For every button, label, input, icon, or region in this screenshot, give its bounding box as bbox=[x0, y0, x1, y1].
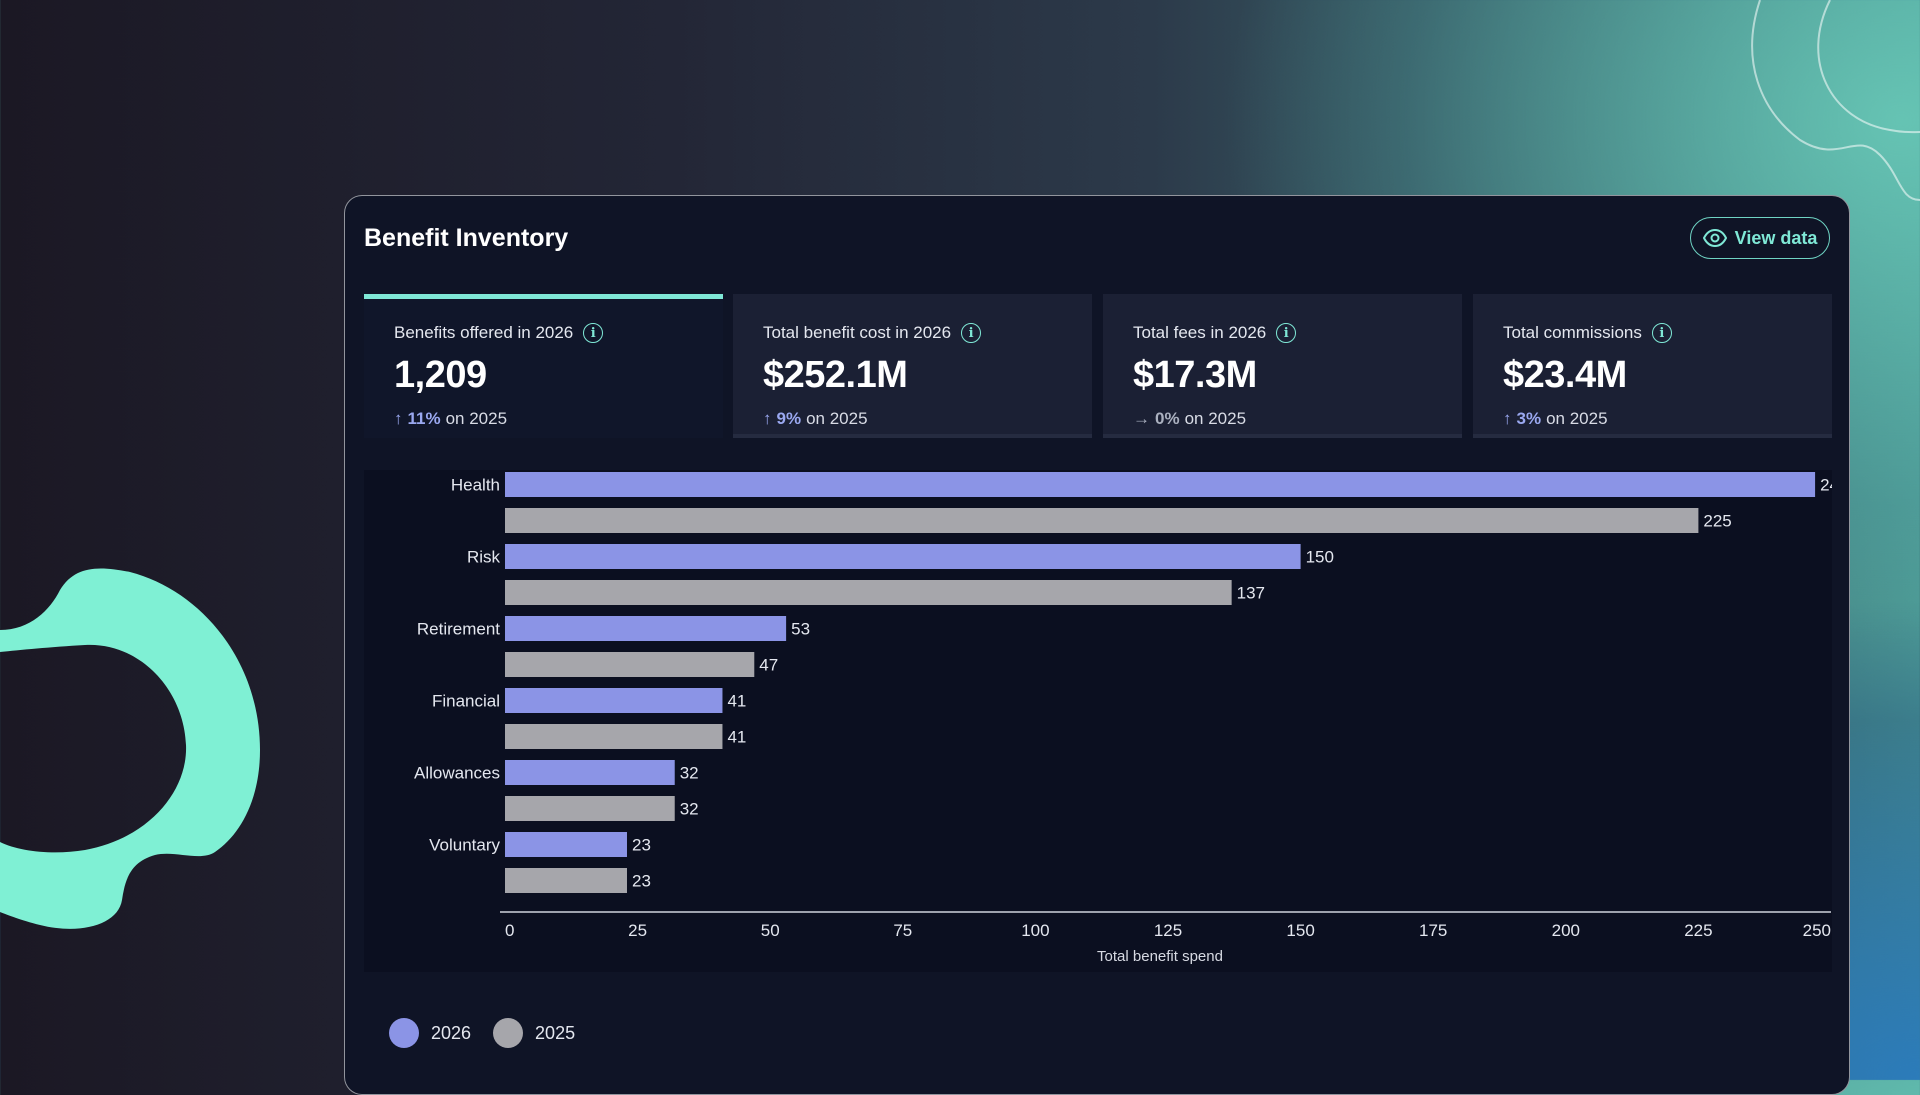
x-tick-label: 100 bbox=[1021, 921, 1049, 940]
kpi-delta-suffix: on 2025 bbox=[806, 409, 868, 428]
bar-voluntary-2025 bbox=[505, 868, 627, 893]
outline-swirl-shape bbox=[1751, 0, 1920, 201]
data-label: 150 bbox=[1306, 548, 1334, 567]
kpi-delta-percent: 9% bbox=[776, 409, 802, 428]
data-label: 23 bbox=[632, 872, 651, 891]
data-label: 32 bbox=[680, 800, 699, 819]
category-label: Retirement bbox=[417, 620, 500, 639]
eye-icon bbox=[1702, 229, 1727, 247]
x-tick-label: 125 bbox=[1154, 921, 1182, 940]
bar-retirement-2025 bbox=[505, 652, 755, 677]
x-tick-label: 50 bbox=[761, 921, 780, 940]
x-tick-label: 75 bbox=[893, 921, 912, 940]
bar-health-2026 bbox=[505, 472, 1816, 497]
info-icon[interactable]: i bbox=[583, 323, 604, 343]
bar-chart-svg: 247 225 Health 150 137 Risk 53 47 Retirement 41 41… bbox=[414, 472, 1832, 965]
teal-blob-shape bbox=[0, 568, 260, 929]
legend-label: 2025 bbox=[535, 1022, 576, 1043]
outline-arc-shape bbox=[1817, 0, 1920, 134]
arrow-up-icon: ↑ bbox=[1503, 409, 1512, 428]
category-label: Health bbox=[451, 476, 500, 495]
kpi-value: $17.3M bbox=[1133, 354, 1257, 396]
kpi-delta-percent: 11% bbox=[407, 409, 441, 428]
data-label: 225 bbox=[1703, 512, 1731, 531]
kpi-value: 1,209 bbox=[394, 354, 487, 396]
kpi-tab-total-fees[interactable]: Total fees in 2026 i $17.3M → 0% on 2025 bbox=[1103, 294, 1462, 438]
bar-risk-2025 bbox=[505, 580, 1232, 605]
x-tick-label: 25 bbox=[628, 921, 647, 940]
kpi-delta-suffix: on 2025 bbox=[1546, 409, 1608, 428]
data-label: 47 bbox=[759, 656, 778, 675]
info-icon[interactable]: i bbox=[1276, 323, 1297, 343]
bar-financial-2025 bbox=[505, 724, 723, 749]
data-label: 32 bbox=[680, 764, 699, 783]
view-data-button[interactable]: View data bbox=[1690, 217, 1830, 259]
chart-legend: 2026 2025 bbox=[389, 1018, 575, 1048]
info-icon[interactable]: i bbox=[961, 323, 982, 343]
category-label: Financial bbox=[432, 692, 500, 711]
card-title: Benefit Inventory bbox=[364, 224, 569, 252]
bar-financial-2026 bbox=[505, 688, 723, 713]
kpi-delta-suffix: on 2025 bbox=[445, 409, 508, 428]
category-label: Voluntary bbox=[429, 836, 500, 855]
x-tick-label: 150 bbox=[1286, 921, 1314, 940]
category-label: Risk bbox=[467, 548, 501, 567]
kpi-label: Total commissions bbox=[1503, 323, 1642, 342]
legend-swatch bbox=[389, 1018, 419, 1048]
kpi-label: Total fees in 2026 bbox=[1133, 323, 1267, 342]
legend-label: 2026 bbox=[431, 1022, 472, 1043]
x-tick-label: 200 bbox=[1552, 921, 1580, 940]
legend-item-2026[interactable]: 2026 bbox=[389, 1018, 471, 1048]
x-axis-title: Total benefit spend bbox=[1097, 948, 1223, 965]
data-label: 137 bbox=[1237, 584, 1265, 603]
legend-swatch bbox=[493, 1018, 524, 1048]
data-label: 41 bbox=[727, 728, 746, 747]
kpi-tabs: Benefits offered in 2026 i 1,209 ↑ 11% on 2… bbox=[364, 294, 1832, 438]
kpi-tab-total-commissions[interactable]: Total commissions i $23.4M ↑ 3% on 2025 bbox=[1473, 294, 1832, 438]
x-tick-label: 0 bbox=[505, 921, 514, 940]
data-label: 247 bbox=[1820, 476, 1832, 495]
arrow-right-icon: → bbox=[1133, 409, 1150, 428]
kpi-tab-benefits-offered[interactable]: Benefits offered in 2026 i 1,209 ↑ 11% on 2… bbox=[364, 294, 723, 438]
bar-voluntary-2026 bbox=[505, 832, 627, 857]
bar-allowances-2026 bbox=[505, 760, 675, 785]
bar-risk-2026 bbox=[505, 544, 1301, 569]
view-data-label: View data bbox=[1734, 227, 1818, 248]
kpi-delta-percent: 0% bbox=[1155, 409, 1180, 428]
bar-chart: 247 225 Health 150 137 Risk 53 47 Retirement 41 41… bbox=[364, 470, 1832, 972]
arrow-up-icon: ↑ bbox=[763, 409, 772, 428]
kpi-delta-suffix: on 2025 bbox=[1184, 409, 1247, 428]
x-tick-label: 225 bbox=[1684, 921, 1712, 940]
bar-health-2025 bbox=[505, 508, 1699, 533]
benefit-inventory-card: Benefit Inventory View data Benefits off… bbox=[344, 195, 1850, 1095]
data-label: 53 bbox=[791, 620, 810, 639]
category-label: Allowances bbox=[414, 764, 500, 783]
kpi-label: Benefits offered in 2026 bbox=[394, 323, 574, 342]
kpi-tab-total-benefit-cost[interactable]: Total benefit cost in 2026 i $252.1M ↑ 9% o… bbox=[733, 294, 1092, 438]
kpi-delta-percent: 3% bbox=[1516, 409, 1542, 428]
kpi-value: $252.1M bbox=[763, 354, 908, 396]
bar-allowances-2025 bbox=[505, 796, 675, 821]
bar-retirement-2026 bbox=[505, 616, 787, 641]
kpi-label: Total benefit cost in 2026 bbox=[763, 323, 952, 342]
kpi-value: $23.4M bbox=[1503, 354, 1627, 396]
data-label: 23 bbox=[632, 836, 651, 855]
arrow-up-icon: ↑ bbox=[394, 409, 403, 428]
x-tick-label: 175 bbox=[1419, 921, 1447, 940]
legend-item-2025[interactable]: 2025 bbox=[493, 1018, 575, 1048]
x-tick-label: 250 bbox=[1803, 921, 1831, 940]
info-icon[interactable]: i bbox=[1651, 323, 1672, 343]
data-label: 41 bbox=[727, 692, 746, 711]
